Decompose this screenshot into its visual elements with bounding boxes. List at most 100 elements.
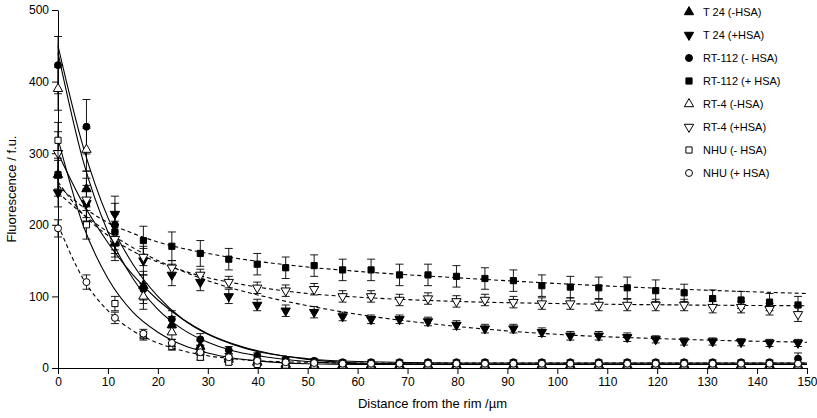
point	[425, 360, 432, 367]
point	[395, 317, 404, 325]
error-bar	[225, 276, 233, 287]
point	[539, 283, 545, 289]
error-bar	[225, 289, 233, 303]
point	[567, 284, 573, 290]
point	[340, 267, 346, 273]
error-bar	[54, 67, 62, 110]
error-bar	[481, 294, 489, 305]
x-tick: 40	[252, 368, 266, 389]
point	[112, 300, 118, 306]
point	[167, 265, 176, 273]
point	[736, 304, 745, 312]
error-bar	[652, 280, 660, 301]
point	[651, 360, 660, 368]
error-bar	[310, 306, 318, 317]
error-bar	[339, 291, 347, 302]
series	[53, 132, 807, 322]
point	[453, 360, 460, 367]
point	[566, 301, 575, 309]
series	[54, 122, 807, 368]
point	[736, 360, 745, 368]
fit-line	[58, 182, 807, 306]
point	[480, 360, 489, 368]
point	[55, 225, 62, 232]
point	[452, 322, 461, 330]
x-tick: 110	[598, 368, 617, 389]
x-tick: 150	[797, 368, 817, 389]
error-bar	[82, 275, 90, 289]
x-tick-mark	[108, 368, 109, 374]
x-tick: 20	[152, 368, 166, 389]
error-bar	[54, 122, 62, 158]
x-tick-label: 140	[748, 375, 768, 389]
legend: T 24 (-HSA)T 24 (+HSA)RT-112 (- HSA)RT-1…	[684, 6, 780, 179]
x-tick-label: 30	[202, 375, 216, 389]
x-tick-label: 150	[797, 375, 817, 389]
point	[281, 288, 290, 296]
error-bar	[168, 232, 176, 261]
x-tick-label: 40	[252, 375, 266, 389]
point	[309, 360, 318, 368]
error-bar	[139, 248, 147, 265]
error-bar	[54, 220, 62, 237]
legend-marker	[686, 147, 692, 153]
legend-marker	[686, 170, 693, 177]
point	[396, 360, 403, 367]
point	[423, 360, 432, 368]
y-tick-mark	[52, 296, 58, 297]
legend-label: RT-4 (-HSA)	[703, 98, 763, 110]
point	[480, 360, 489, 368]
fit-line	[58, 139, 807, 365]
point	[396, 272, 402, 278]
error-bar	[424, 293, 432, 304]
point	[338, 294, 347, 302]
legend-marker	[686, 78, 692, 84]
error-bar	[225, 354, 233, 361]
error-bar	[196, 241, 204, 267]
error-bar	[424, 264, 432, 285]
x-tick-label: 100	[548, 375, 568, 389]
point	[196, 272, 205, 280]
point	[167, 327, 176, 335]
legend-marker	[684, 7, 693, 15]
error-bar	[452, 266, 460, 287]
point	[537, 301, 546, 309]
y-tick-label: 100	[29, 290, 49, 304]
x-tick-label: 0	[55, 375, 62, 389]
error-bar	[623, 299, 631, 310]
legend-label: T 24 (+HSA)	[703, 29, 764, 41]
point	[595, 360, 602, 367]
error-bar	[282, 305, 290, 316]
x-tick: 0	[55, 368, 62, 389]
error-bar	[737, 301, 745, 312]
x-tick-label: 50	[301, 375, 315, 389]
point	[225, 354, 232, 361]
point	[509, 360, 518, 368]
point	[679, 360, 688, 368]
point	[537, 329, 546, 337]
y-tick: 100	[29, 290, 58, 304]
point	[736, 340, 745, 348]
point	[366, 360, 375, 368]
x-tick: 70	[401, 368, 415, 389]
point	[339, 360, 346, 367]
y-tick-mark	[52, 10, 58, 11]
y-tick-mark	[52, 82, 58, 83]
point	[309, 360, 318, 368]
point	[395, 360, 404, 368]
x-tick-mark	[757, 368, 758, 374]
x-tick-mark	[557, 368, 558, 374]
legend-marker	[684, 99, 693, 107]
point	[708, 339, 717, 347]
legend-label: RT-112 (+ HSA)	[703, 75, 781, 87]
y-tick-label: 300	[29, 147, 49, 161]
error-bar	[168, 339, 176, 346]
point	[55, 137, 61, 143]
error-bar	[538, 275, 546, 296]
point	[510, 360, 517, 367]
error-bar	[196, 269, 204, 280]
y-axis-title: Fluorescence / f.u.	[4, 136, 19, 243]
x-tick-mark	[807, 368, 808, 374]
point	[53, 190, 62, 198]
fit-line	[58, 225, 807, 363]
